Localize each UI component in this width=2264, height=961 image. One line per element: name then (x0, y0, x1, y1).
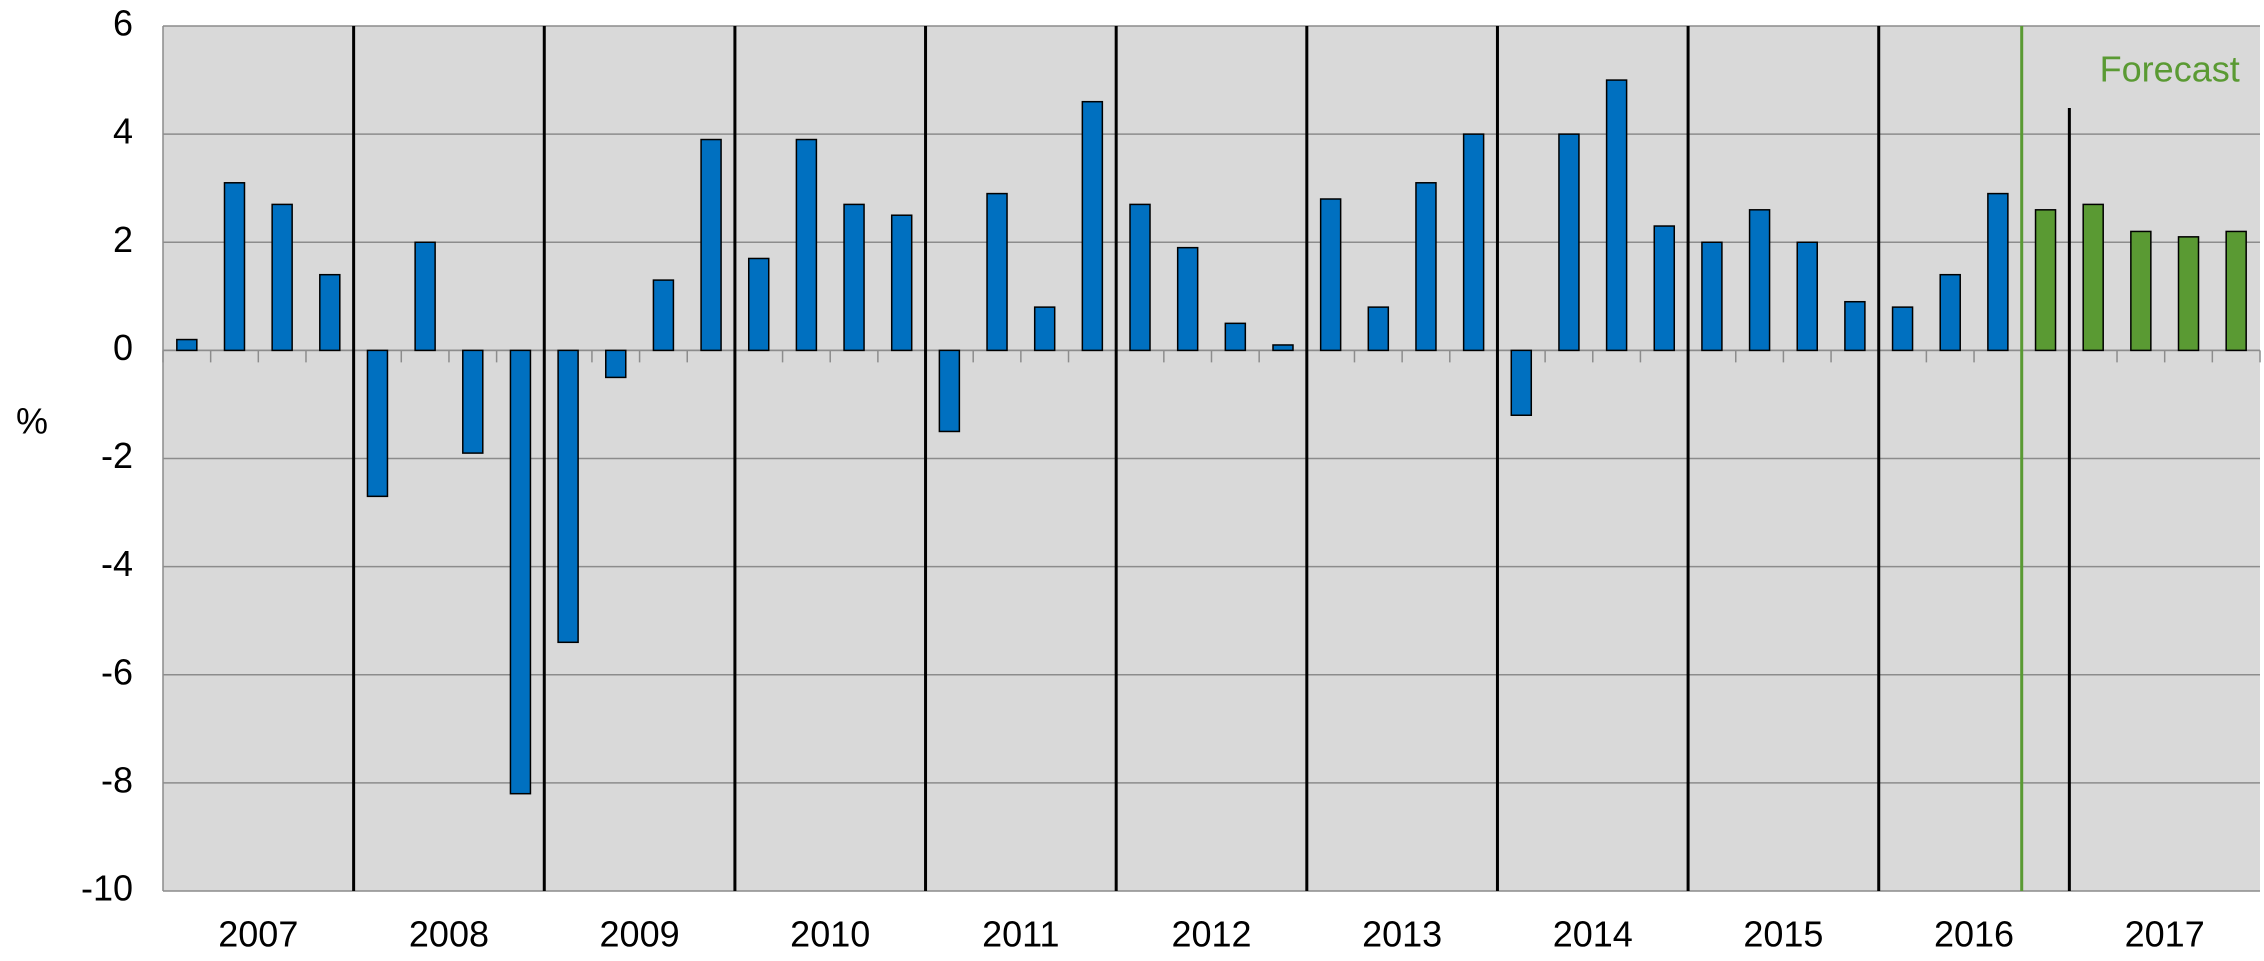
bar (271, 203, 293, 352)
bar (605, 349, 627, 379)
bar (2177, 236, 2200, 352)
bar (1224, 322, 1247, 352)
bar (2225, 230, 2247, 352)
bar (1653, 225, 1676, 352)
bar (1367, 306, 1390, 352)
x-tick-label: 2007 (218, 914, 298, 955)
bar (1987, 192, 2009, 352)
x-tick-label: 2015 (1743, 914, 1823, 955)
bar (2130, 230, 2152, 352)
bar (1701, 241, 1723, 352)
y-tick-label: 2 (113, 219, 133, 260)
bar (2034, 209, 2057, 352)
bar (1272, 344, 1294, 352)
y-axis-label: % (16, 401, 48, 442)
bar (938, 349, 961, 433)
y-tick-label: 4 (113, 111, 133, 152)
bar (1510, 349, 1533, 416)
bar (509, 349, 532, 795)
bar (319, 273, 341, 352)
x-tick-label: 2009 (600, 914, 680, 955)
bar (1796, 241, 1818, 352)
bar (795, 138, 818, 352)
bar (1558, 133, 1580, 352)
bar (1033, 306, 1056, 352)
x-tick-label: 2014 (1553, 914, 1633, 955)
bar (1605, 79, 1628, 352)
bar (462, 349, 484, 454)
bar (700, 138, 722, 352)
bar (2082, 203, 2104, 352)
bar (176, 338, 198, 352)
bar (1891, 306, 1914, 352)
bar (986, 192, 1008, 352)
bar (1939, 273, 1961, 352)
y-tick-label: 6 (113, 3, 133, 44)
bar (414, 241, 436, 352)
x-tick-label: 2017 (2125, 914, 2205, 955)
bar (557, 349, 579, 644)
bar (1462, 133, 1485, 352)
bar (1844, 300, 1866, 352)
y-tick-label: -6 (101, 651, 133, 692)
y-tick-label: -4 (101, 543, 133, 584)
x-tick-label: 2008 (409, 914, 489, 955)
y-tick-label: 0 (113, 327, 133, 368)
bar (890, 214, 913, 352)
bar (366, 349, 389, 498)
y-tick-label: -8 (101, 759, 133, 800)
y-tick-label: -10 (81, 868, 133, 909)
bar (747, 257, 770, 352)
bar (652, 279, 675, 352)
x-tick-label: 2011 (982, 914, 1059, 955)
bar (1748, 209, 1771, 352)
bar (1319, 198, 1342, 352)
bar (1081, 100, 1104, 352)
bar (1129, 203, 1151, 352)
bar (1176, 246, 1199, 352)
y-tick-label: -2 (101, 435, 133, 476)
x-tick-label: 2010 (790, 914, 870, 955)
x-tick-label: 2012 (1171, 914, 1251, 955)
bar (843, 203, 865, 352)
x-tick-label: 2013 (1362, 914, 1442, 955)
bar (1415, 182, 1437, 352)
forecast-label: Forecast (2100, 49, 2240, 90)
x-tick-label: 2016 (1934, 914, 2014, 955)
bar (223, 182, 246, 352)
